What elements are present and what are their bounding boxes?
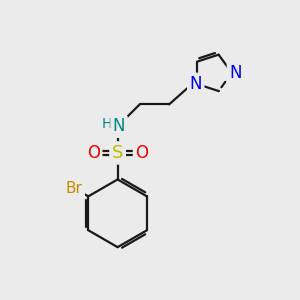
Text: N: N	[229, 64, 242, 82]
Text: N: N	[113, 117, 125, 135]
Text: N: N	[190, 75, 202, 93]
Text: S: S	[112, 144, 123, 162]
Text: H: H	[101, 117, 112, 131]
Text: Br: Br	[66, 181, 83, 196]
Text: O: O	[87, 144, 100, 162]
Text: O: O	[135, 144, 148, 162]
